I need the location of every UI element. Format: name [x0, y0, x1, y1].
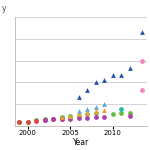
Text: y: y: [2, 4, 6, 13]
Point: [52, 118, 54, 121]
Point: [111, 74, 114, 76]
Point: [69, 115, 71, 117]
Point: [44, 119, 46, 121]
Point: [61, 116, 63, 119]
Point: [27, 120, 29, 123]
Point: [35, 120, 38, 122]
Point: [141, 30, 144, 33]
Point: [111, 113, 114, 116]
Point: [61, 117, 63, 120]
Point: [52, 118, 54, 121]
Point: [52, 117, 54, 120]
Point: [69, 117, 71, 120]
Point: [103, 103, 105, 105]
Point: [128, 67, 131, 69]
Point: [120, 112, 122, 114]
Point: [44, 119, 46, 121]
Point: [86, 107, 88, 110]
Point: [86, 88, 88, 91]
Point: [141, 59, 144, 62]
Point: [103, 78, 105, 81]
Point: [61, 117, 63, 120]
Point: [69, 115, 71, 117]
Point: [61, 116, 63, 119]
Point: [103, 109, 105, 111]
Point: [94, 106, 97, 108]
Point: [103, 116, 105, 119]
Point: [18, 120, 21, 123]
Point: [78, 117, 80, 119]
Point: [18, 120, 21, 123]
Point: [35, 119, 38, 121]
Point: [78, 96, 80, 98]
Point: [86, 113, 88, 116]
X-axis label: Year: Year: [73, 138, 89, 147]
Point: [86, 112, 88, 114]
Point: [94, 81, 97, 84]
Point: [78, 110, 80, 113]
Point: [120, 74, 122, 76]
Point: [94, 112, 97, 114]
Point: [78, 113, 80, 116]
Point: [94, 110, 97, 113]
Point: [86, 117, 88, 119]
Point: [128, 112, 131, 114]
Point: [128, 115, 131, 117]
Point: [141, 88, 144, 91]
Point: [78, 115, 80, 117]
Point: [44, 117, 46, 120]
Point: [120, 107, 122, 110]
Point: [27, 120, 29, 123]
Point: [94, 116, 97, 119]
